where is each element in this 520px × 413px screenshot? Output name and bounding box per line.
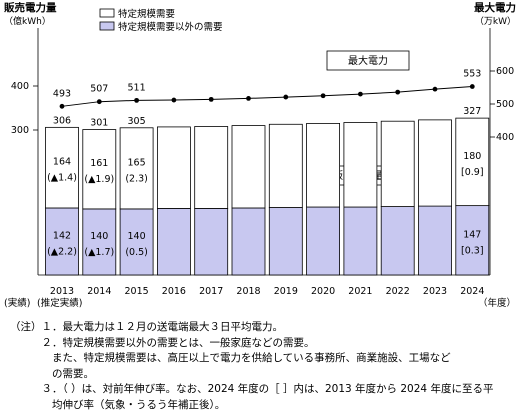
peak-value-label: 553 (463, 69, 481, 80)
peak-callout: 最大電力 (348, 54, 388, 67)
specified-change-label: (2.3) (125, 173, 148, 184)
specified-change-label: [0.9] (461, 167, 484, 178)
peak-demand-point (246, 96, 251, 101)
legend-label-other: 特定規模需要以外の需要 (118, 21, 223, 33)
total-label: 305 (128, 116, 146, 127)
other-change-label: [0.3] (461, 245, 484, 256)
note-line: の需要。 (10, 367, 515, 383)
peak-value-label: 493 (53, 88, 71, 99)
bar-other-demand (157, 208, 190, 275)
peak-demand-point (134, 98, 139, 103)
chart: 販売電力量 （億kWh） 最大電力 （万kW） 特定規模需要 特定規模需要以外の… (0, 0, 520, 320)
x-tick-label: 2018 (236, 286, 260, 297)
x-tick-label: 2021 (348, 286, 372, 297)
notes: （注）１．最大電力は１２月の送電端最大３日平均電力。 ２．特定規模需要以外の需要… (10, 320, 515, 413)
bar-other-demand (195, 208, 228, 275)
x-sublabel-actual: (実績) (4, 297, 30, 309)
legend-label-specified: 特定規模需要 (118, 8, 175, 20)
bar-other-demand (269, 208, 302, 275)
bar-other-demand (232, 208, 265, 275)
x-tick-label: 2014 (87, 286, 111, 297)
left-tick-label-300: 300 (11, 125, 29, 136)
bar-specified-demand (381, 121, 414, 206)
note-line: また、特定規模需要は、高圧以上で電力を供給している事務所、商業施設、工場など (10, 351, 515, 367)
legend-swatch-other (100, 22, 114, 30)
note-line: 均伸び率（気象・うるう年補正後）。 (10, 398, 515, 413)
other-value-label: 140 (128, 231, 146, 242)
x-tick-label: 2024 (460, 286, 484, 297)
x-tick-label: 2023 (423, 286, 447, 297)
bar-specified-demand (195, 126, 228, 208)
right-axis-title: 最大電力 (474, 1, 516, 14)
peak-demand-point (433, 87, 438, 92)
bar-specified-demand (232, 126, 265, 208)
x-tick-label: 2013 (50, 286, 74, 297)
x-unit-label: （年度） (478, 297, 516, 309)
note-line: ３．（ ）は、対前年伸び率。なお、2024 年度の［ ］内は、2013 年度から… (10, 382, 515, 398)
left-axis-unit: （億kWh） (4, 15, 51, 27)
legend-swatch-specified (100, 9, 114, 17)
bar-other-demand (307, 207, 340, 275)
peak-value-label: 507 (90, 84, 108, 95)
peak-value-label: 511 (128, 82, 146, 93)
peak-demand-point (358, 92, 363, 97)
note-line: （注）１．最大電力は１２月の送電端最大３日平均電力。 (10, 320, 515, 336)
x-sublabel-estimated: (推定実績) (37, 297, 82, 309)
other-value-label: 147 (463, 229, 481, 240)
peak-demand-point (60, 104, 65, 109)
peak-demand-point (283, 95, 288, 100)
bar-specified-demand (269, 124, 302, 207)
bar-other-demand (344, 207, 377, 275)
other-change-label: (0.5) (125, 247, 148, 258)
note-line: ２．特定規模需要以外の需要とは、一般家庭などの需要。 (10, 336, 515, 352)
bar-specified-demand (419, 120, 452, 206)
right-tick-label-600: 600 (496, 66, 514, 77)
right-axis-unit: （万kW） (475, 16, 516, 27)
peak-demand-point (97, 99, 102, 104)
right-tick-label-500: 500 (496, 99, 514, 110)
bar-specified-demand (157, 127, 190, 209)
peak-demand-point (209, 97, 214, 102)
x-tick-label: 2017 (199, 286, 223, 297)
left-axis-title: 販売電力量 (4, 1, 57, 14)
specified-value-label: 180 (463, 151, 481, 162)
peak-demand-point (395, 90, 400, 95)
peak-demand-point (172, 98, 177, 103)
peak-demand-line (62, 87, 472, 107)
total-label: 306 (53, 115, 71, 126)
x-tick-label: 2019 (274, 286, 298, 297)
x-tick-label: 2020 (311, 286, 335, 297)
peak-demand-point (321, 93, 326, 98)
other-change-label: (▲1.7) (84, 247, 114, 258)
left-tick-label-400: 400 (11, 81, 29, 92)
specified-value-label: 165 (128, 157, 146, 168)
specified-value-label: 164 (53, 157, 71, 168)
specified-change-label: (▲1.4) (47, 173, 77, 184)
total-label: 327 (463, 106, 481, 117)
bar-other-demand (419, 206, 452, 275)
other-value-label: 140 (90, 231, 108, 242)
specified-value-label: 161 (90, 158, 108, 169)
bar-other-demand (381, 207, 414, 275)
total-label: 301 (90, 118, 108, 129)
x-tick-label: 2022 (386, 286, 410, 297)
other-change-label: (▲2.2) (47, 246, 77, 257)
x-tick-label: 2015 (125, 286, 149, 297)
bar-specified-demand (344, 123, 377, 208)
bar-specified-demand (307, 123, 340, 207)
peak-demand-point (470, 84, 475, 89)
x-tick-label: 2016 (162, 286, 186, 297)
other-value-label: 142 (53, 230, 71, 241)
specified-change-label: (▲1.9) (84, 174, 114, 185)
right-tick-label-400: 400 (496, 132, 514, 143)
